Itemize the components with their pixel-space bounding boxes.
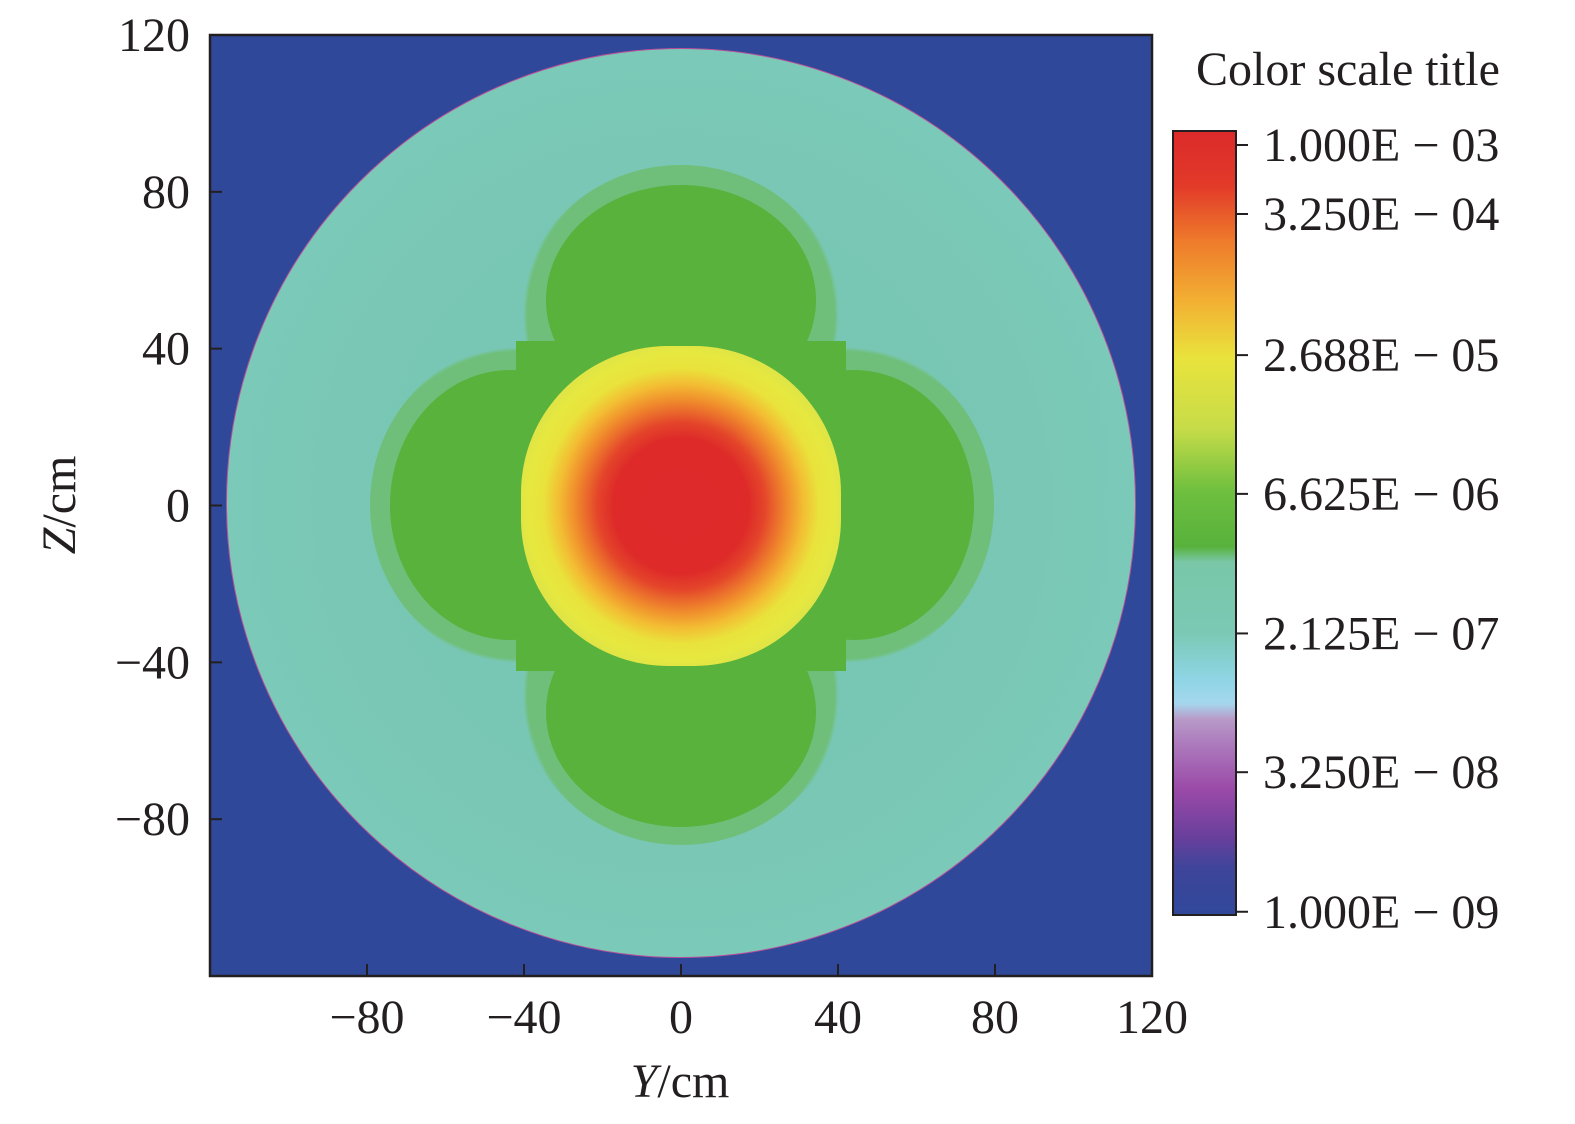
y-axis-ticks: 120 80 40 0 −40 −80 bbox=[115, 9, 222, 846]
center-hotspot bbox=[521, 346, 841, 666]
colorbar-tick-label: 3.250E − 04 bbox=[1263, 188, 1499, 241]
y-tick-label: −40 bbox=[115, 636, 190, 689]
y-tick-label: 120 bbox=[118, 9, 190, 62]
x-tick-label: −40 bbox=[486, 991, 561, 1044]
y-axis-label: Z/cm bbox=[33, 456, 86, 555]
x-axis-label: Y/cm bbox=[631, 1055, 730, 1108]
colorbar-tick-label: 3.250E − 08 bbox=[1263, 746, 1499, 799]
colorbar-ticks: 1.000E − 03 3.250E − 04 2.688E − 05 6.625E … bbox=[1236, 119, 1499, 939]
plot-area-background bbox=[210, 35, 1152, 976]
y-tick-label: −80 bbox=[115, 793, 190, 846]
colorbar-tick-label: 2.125E − 07 bbox=[1263, 607, 1499, 660]
y-tick-label: 80 bbox=[142, 166, 190, 219]
colorbar-tick-label: 2.688E − 05 bbox=[1263, 329, 1499, 382]
plot-frame bbox=[208, 33, 1154, 978]
colorbar-tick-label: 1.000E − 09 bbox=[1263, 886, 1499, 939]
y-tick-label: 0 bbox=[166, 480, 190, 533]
y-tick-label: 40 bbox=[142, 323, 190, 376]
x-tick-label: 120 bbox=[1116, 991, 1188, 1044]
x-tick-label: 80 bbox=[971, 991, 1019, 1044]
colorbar-tick-label: 1.000E − 03 bbox=[1263, 119, 1499, 172]
colorbar-title: Color scale title bbox=[1196, 43, 1500, 96]
colorbar bbox=[1172, 130, 1237, 916]
colorbar-tick-label: 6.625E − 06 bbox=[1263, 468, 1499, 521]
x-tick-label: 40 bbox=[814, 991, 862, 1044]
x-axis-ticks: −80 −40 0 40 80 120 bbox=[329, 964, 1188, 1044]
x-tick-label: −80 bbox=[329, 991, 404, 1044]
x-tick-label: 0 bbox=[669, 991, 693, 1044]
